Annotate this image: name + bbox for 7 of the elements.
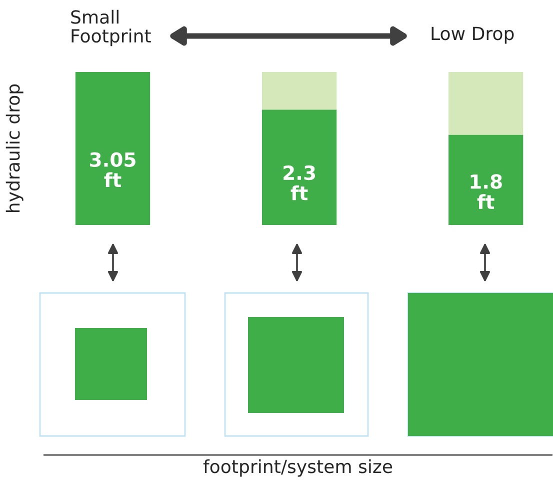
text: Low Drop	[432, 26, 514, 44]
data-label: 1.8 ft	[470, 174, 502, 209]
text: Small Footprint	[71, 10, 151, 46]
data-label: 3.05 ft	[90, 152, 136, 187]
text: footprint/system size	[203, 459, 392, 477]
y-axis-title: hydraulic drop	[6, 84, 24, 212]
data-label: 2.3 ft	[284, 165, 315, 200]
